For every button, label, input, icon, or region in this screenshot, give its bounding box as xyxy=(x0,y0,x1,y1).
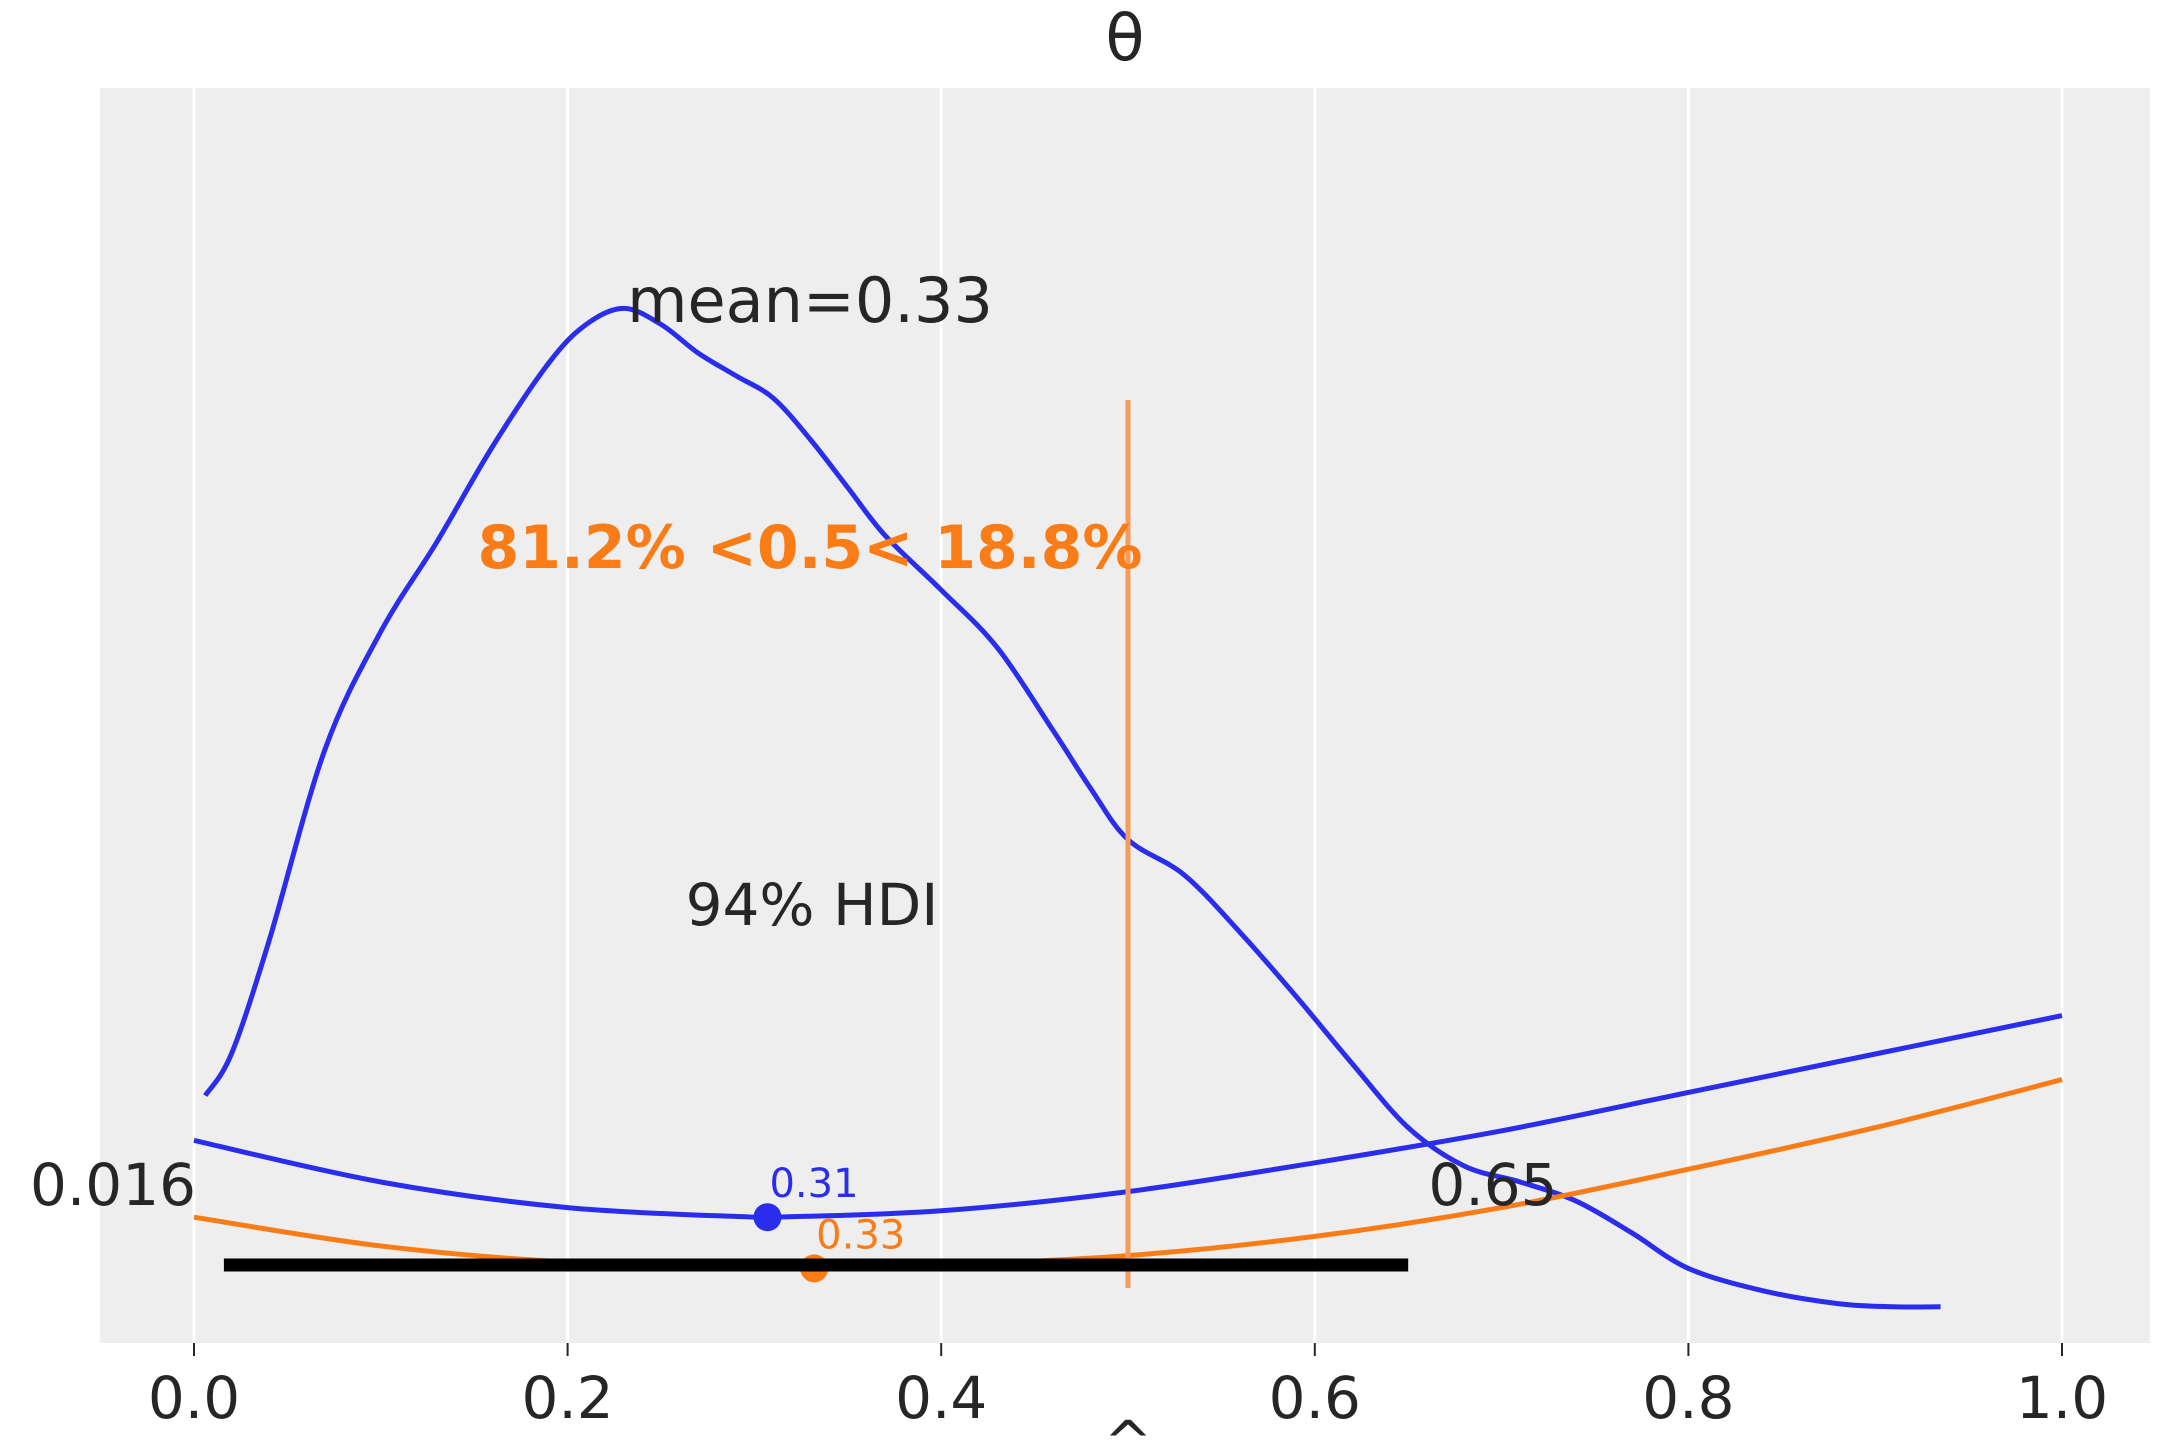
grid-lines xyxy=(192,88,2064,1343)
xlabel-partial: ^ xyxy=(1104,1408,1153,1440)
mean-annotation: mean=0.33 xyxy=(627,264,993,337)
chart-title: θ xyxy=(1105,2,1144,76)
hdi-low-label: 0.016 xyxy=(30,1151,196,1219)
hdi-high-label: 0.65 xyxy=(1428,1151,1557,1219)
loss-min-label: 0.33 xyxy=(816,1212,905,1258)
kde-line xyxy=(203,305,1941,1310)
loss-curve-line xyxy=(193,1013,2063,1221)
plot-background xyxy=(100,88,2150,1343)
ref-val-annotation: 81.2% <0.5< 18.8% xyxy=(478,513,1143,583)
posterior-kde xyxy=(203,305,1941,1310)
x-tick-label: 0.0 xyxy=(148,1364,240,1432)
x-tick-label: 0.8 xyxy=(1642,1364,1734,1432)
x-tick-label: 0.2 xyxy=(521,1364,613,1432)
loss-min-point xyxy=(753,1203,782,1232)
hdi-annotation: 94% HDI xyxy=(686,871,939,939)
x-tick-label: 0.6 xyxy=(1269,1364,1361,1432)
x-tick-label: 0.4 xyxy=(895,1364,987,1432)
x-axis-ticks: 0.0 0.2 0.4 0.6 0.8 1.0 xyxy=(148,1343,2108,1432)
x-tick-label: 1.0 xyxy=(2016,1364,2108,1432)
loss-min-label: 0.31 xyxy=(769,1161,858,1207)
